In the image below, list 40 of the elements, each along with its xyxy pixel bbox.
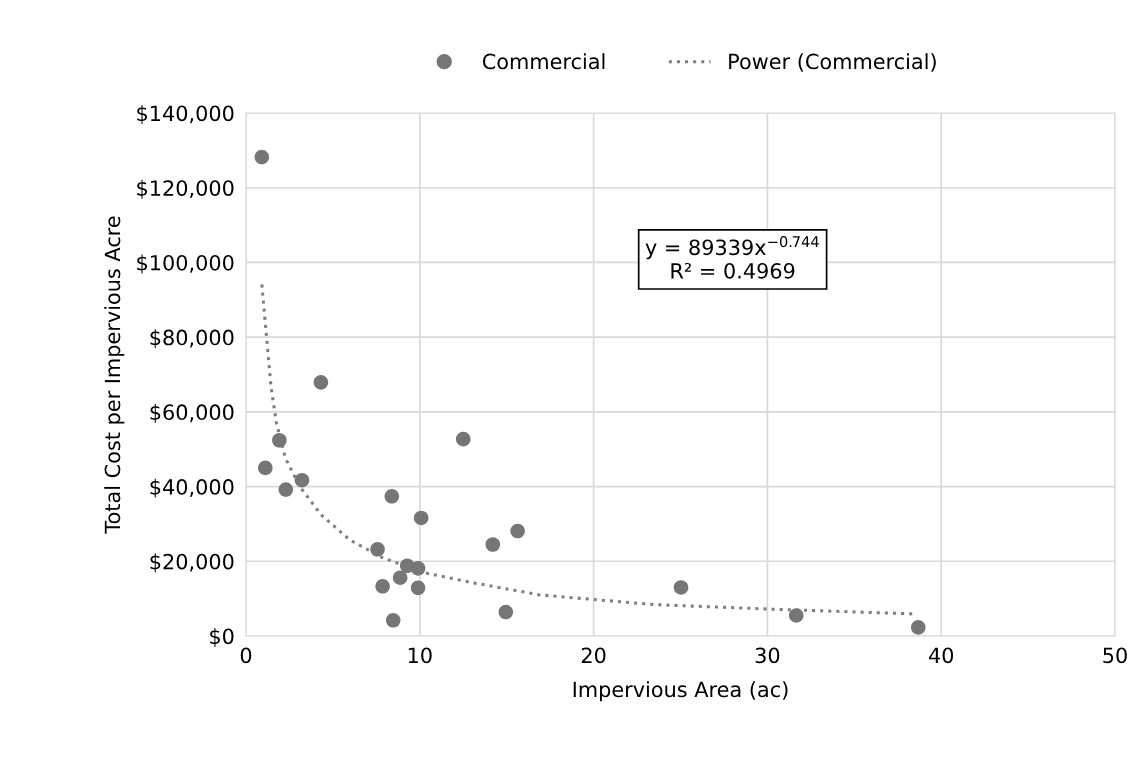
point (910, 620, 926, 635)
y-tick-label: $20,000 (150, 553, 234, 573)
y-tick-label: $60,000 (150, 403, 234, 423)
point (392, 570, 408, 586)
point (498, 604, 514, 620)
point (370, 542, 385, 557)
point (375, 579, 390, 594)
y-tick-label: $120,000 (137, 179, 234, 199)
legend-label: Power (Commercial) (729, 53, 936, 72)
point (258, 460, 273, 476)
y-axis-title: Total Cost per Impervious Acre (104, 216, 125, 534)
point (485, 537, 501, 552)
legend-label: Commercial (482, 53, 605, 70)
x-tick-label: 30 (755, 647, 780, 664)
x-tick-label: 0 (240, 647, 252, 664)
point (510, 523, 525, 539)
x-tick-label: 20 (581, 647, 606, 664)
point (413, 510, 429, 526)
point (788, 608, 804, 623)
y-tick-label: $80,000 (150, 329, 234, 349)
y-tick-label: $40,000 (150, 478, 234, 498)
y-tick-label: $140,000 (137, 105, 234, 124)
annotation: y = 89339x$^{−0.744}$ R² = 0.4969 (645, 236, 819, 279)
x-axis-title: Impervious Area (ac) (573, 681, 788, 702)
point (384, 489, 400, 504)
point (313, 375, 329, 390)
point (294, 472, 310, 488)
y-tick-label: $0 (210, 628, 234, 647)
point (278, 482, 294, 497)
x-tick-label: 10 (408, 647, 432, 664)
x-tick-label: 50 (1103, 647, 1127, 664)
point (254, 149, 270, 165)
point (673, 580, 689, 595)
point (385, 613, 401, 628)
point (410, 561, 426, 576)
y-tick-label: $100,000 (137, 254, 234, 274)
point (410, 580, 426, 596)
point (455, 431, 471, 447)
point (272, 432, 287, 448)
x-tick-label: 40 (928, 647, 954, 664)
